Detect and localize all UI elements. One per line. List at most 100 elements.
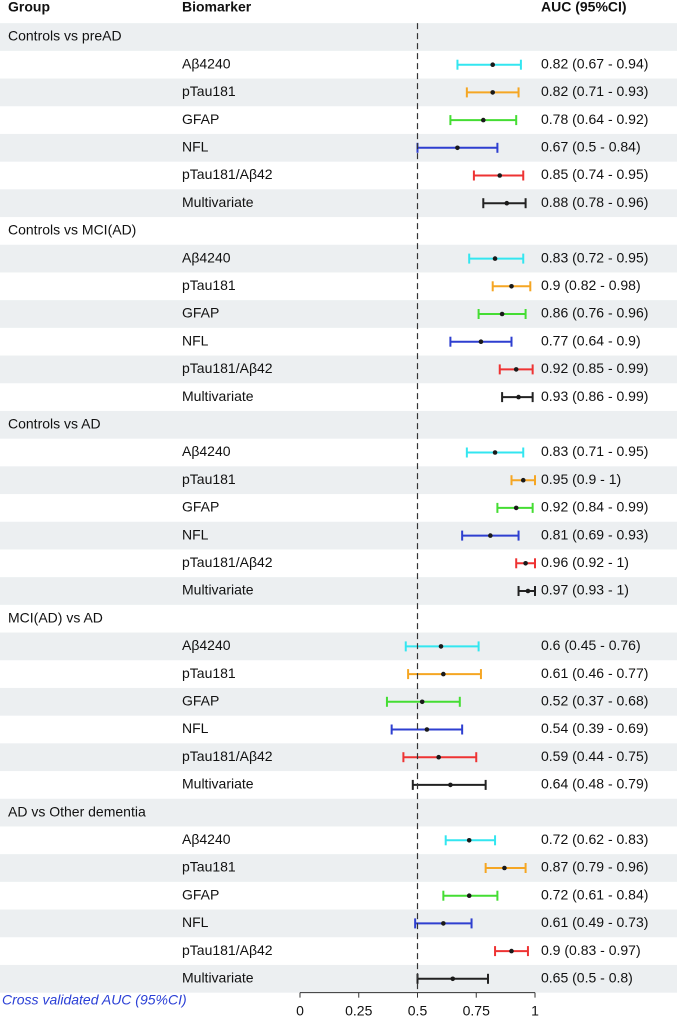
group-label: Controls vs AD xyxy=(8,416,101,432)
auc-label: 0.72 (0.61 - 0.84) xyxy=(541,886,648,902)
point-estimate xyxy=(490,62,496,67)
auc-label: 0.82 (0.67 - 0.94) xyxy=(541,55,648,71)
group-label: AD vs Other dementia xyxy=(8,803,146,819)
biomarker-label: NFL xyxy=(182,720,209,736)
auc-label: 0.9 (0.82 - 0.98) xyxy=(541,277,641,293)
auc-label: 0.61 (0.46 - 0.77) xyxy=(541,665,648,681)
biomarker-label: NFL xyxy=(182,332,209,348)
biomarker-label: pTau181 xyxy=(182,277,236,293)
auc-label: 0.78 (0.64 - 0.92) xyxy=(541,111,648,127)
auc-label: 0.92 (0.85 - 0.99) xyxy=(541,360,648,376)
row-background xyxy=(0,189,677,218)
point-estimate xyxy=(509,284,514,289)
biomarker-label: pTau181/Aβ42 xyxy=(182,360,273,376)
row-background xyxy=(0,964,677,993)
biomarker-label: Multivariate xyxy=(182,194,254,210)
biomarker-label: Aβ4240 xyxy=(182,637,231,653)
point-estimate xyxy=(502,865,507,871)
point-estimate xyxy=(520,477,526,483)
auc-label: 0.61 (0.49 - 0.73) xyxy=(541,914,648,930)
point-estimate xyxy=(441,921,446,926)
row-background xyxy=(0,23,677,51)
biomarker-label: GFAP xyxy=(182,499,219,515)
header-biomarker: Biomarker xyxy=(182,0,252,15)
biomarker-label: GFAP xyxy=(182,305,219,321)
auc-label: 0.82 (0.71 - 0.93) xyxy=(541,83,648,99)
row-background xyxy=(0,133,677,162)
x-tick-label: 0.75 xyxy=(463,1002,490,1018)
auc-label: 0.81 (0.69 - 0.93) xyxy=(541,526,648,542)
point-estimate xyxy=(490,90,496,95)
biomarker-label: Multivariate xyxy=(182,776,254,792)
biomarker-label: NFL xyxy=(182,526,209,542)
point-estimate xyxy=(513,505,519,511)
point-estimate xyxy=(509,948,514,954)
biomarker-label: pTau181/Aβ42 xyxy=(182,748,273,764)
biomarker-label: pTau181/Aβ42 xyxy=(182,942,273,958)
biomarker-label: pTau181/Aβ42 xyxy=(182,166,273,182)
header-group: Group xyxy=(8,0,50,15)
biomarker-label: Aβ4240 xyxy=(182,443,231,459)
point-estimate xyxy=(492,450,498,455)
point-estimate xyxy=(481,117,486,123)
biomarker-label: Aβ4240 xyxy=(182,249,231,265)
point-estimate xyxy=(525,588,531,594)
auc-label: 0.83 (0.72 - 0.95) xyxy=(541,249,648,265)
biomarker-label: NFL xyxy=(182,139,209,155)
point-estimate xyxy=(466,838,472,843)
row-background xyxy=(0,687,677,716)
row-background xyxy=(0,466,677,495)
row-background xyxy=(0,355,677,384)
row-background xyxy=(0,300,677,328)
point-estimate xyxy=(516,394,521,400)
auc-label: 0.64 (0.48 - 0.79) xyxy=(541,776,648,792)
auc-label: 0.83 (0.71 - 0.95) xyxy=(541,443,648,459)
biomarker-label: GFAP xyxy=(182,111,219,127)
biomarker-label: pTau181 xyxy=(182,665,236,681)
biomarker-label: Aβ4240 xyxy=(182,831,231,847)
biomarker-label: pTau181 xyxy=(182,859,236,875)
biomarker-label: Multivariate xyxy=(182,582,254,598)
biomarker-label: pTau181 xyxy=(182,83,236,99)
row-background xyxy=(0,410,677,439)
biomarker-label: pTau181/Aβ42 xyxy=(182,554,273,570)
header-auc: AUC (95%CI) xyxy=(541,0,627,15)
auc-label: 0.65 (0.5 - 0.8) xyxy=(541,970,633,986)
auc-label: 0.67 (0.5 - 0.84) xyxy=(541,139,641,155)
point-estimate xyxy=(441,671,446,677)
auc-label: 0.54 (0.39 - 0.69) xyxy=(541,720,648,736)
point-estimate xyxy=(499,311,505,317)
auc-label: 0.96 (0.92 - 1) xyxy=(541,554,629,570)
point-estimate xyxy=(466,893,472,898)
group-label: MCI(AD) vs AD xyxy=(8,609,103,625)
point-estimate xyxy=(424,727,430,732)
biomarker-label: GFAP xyxy=(182,886,219,902)
biomarker-label: pTau181 xyxy=(182,471,236,487)
row-backgrounds xyxy=(0,23,677,993)
row-background xyxy=(0,521,677,550)
row-background xyxy=(0,854,677,882)
biomarker-label: Multivariate xyxy=(182,970,254,986)
point-estimate xyxy=(488,533,493,538)
auc-label: 0.6 (0.45 - 0.76) xyxy=(541,637,641,653)
auc-label: 0.72 (0.62 - 0.83) xyxy=(541,831,648,847)
point-estimate xyxy=(497,173,503,178)
row-background xyxy=(0,798,677,827)
biomarker-label: Aβ4240 xyxy=(182,55,231,71)
x-tick-label: 0 xyxy=(296,1002,304,1018)
point-estimate xyxy=(448,782,453,788)
group-label: Controls vs MCI(AD) xyxy=(8,222,136,238)
group-label: Controls vs preAD xyxy=(8,28,122,44)
auc-label: 0.92 (0.84 - 0.99) xyxy=(541,499,648,515)
x-tick-label: 0.25 xyxy=(345,1002,372,1018)
biomarker-label: GFAP xyxy=(182,693,219,709)
point-estimate xyxy=(513,367,519,372)
auc-label: 0.97 (0.93 - 1) xyxy=(541,582,629,598)
point-estimate xyxy=(436,754,441,760)
row-background xyxy=(0,577,677,605)
point-estimate xyxy=(419,699,425,705)
caption: Cross validated AUC (95%CI) xyxy=(2,992,187,1008)
point-estimate xyxy=(478,339,484,345)
row-background xyxy=(0,743,677,772)
